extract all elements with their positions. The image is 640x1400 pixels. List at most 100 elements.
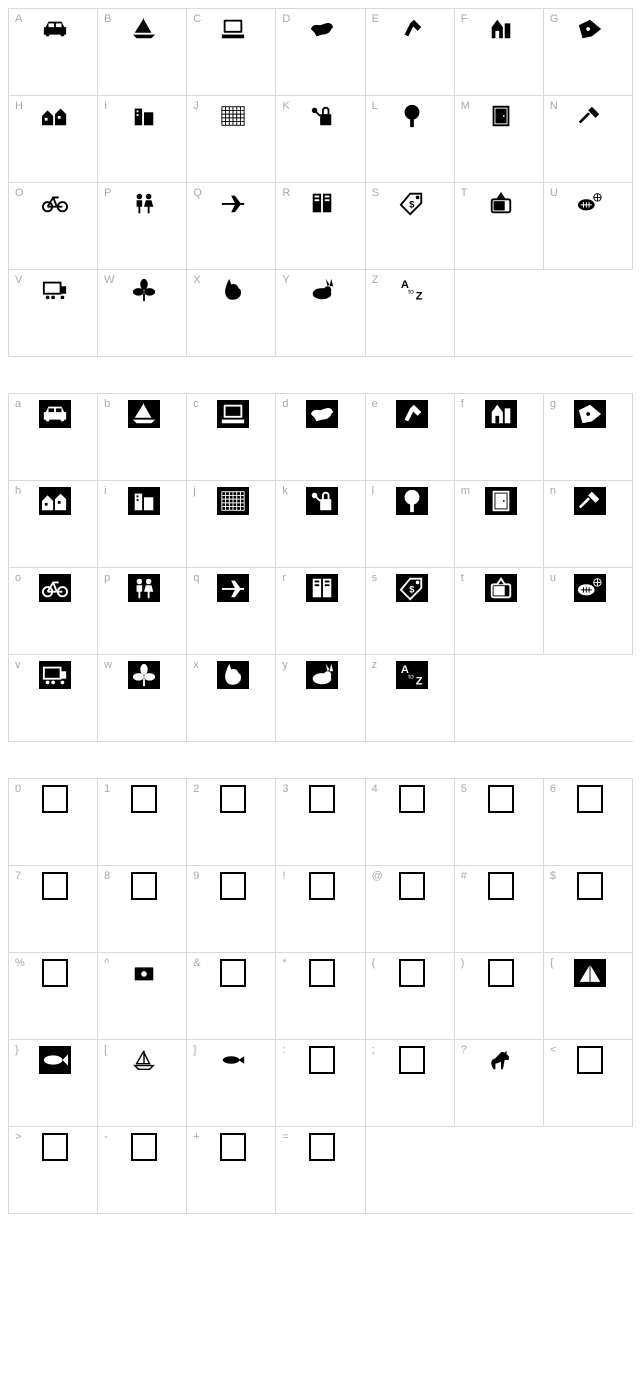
key-label: q [193, 572, 199, 584]
car-icon [35, 398, 75, 430]
key-label: L [372, 100, 378, 112]
glyph-cell: A [9, 9, 98, 96]
gavel-icon [570, 100, 610, 132]
glyph-cell: y [276, 655, 365, 742]
empty-icon [481, 870, 521, 902]
houses-icon [35, 485, 75, 517]
glyph-cell: T [455, 183, 544, 270]
glyph-cell: S$ [366, 183, 455, 270]
key-label: g [550, 398, 556, 410]
grid-icon [213, 100, 253, 132]
people-icon [124, 187, 164, 219]
empty-icon [302, 870, 342, 902]
houses-icon [35, 100, 75, 132]
glyph-cell: B [98, 9, 187, 96]
glyph-cell: m [455, 481, 544, 568]
key-label: o [15, 572, 21, 584]
empty-icon [35, 957, 75, 989]
truck-icon [35, 659, 75, 691]
key-label: ) [461, 957, 465, 969]
glyph-cell: h [9, 481, 98, 568]
glyph-cell: ! [276, 866, 365, 953]
glyph-cell: Y [276, 270, 365, 357]
glyph-cell: N [544, 96, 633, 183]
svg-text:$: $ [409, 585, 415, 595]
key-label: ; [372, 1044, 375, 1056]
glyph-cell: e [366, 394, 455, 481]
glyph-cell: l [366, 481, 455, 568]
glyph-cell: X [187, 270, 276, 357]
key-label: B [104, 13, 111, 25]
fan-icon [124, 274, 164, 306]
key-label: j [193, 485, 195, 497]
svg-text:Z: Z [415, 675, 422, 687]
empty-icon [35, 1131, 75, 1163]
key-label: 0 [15, 783, 21, 795]
key-label: I [104, 100, 107, 112]
tv-icon [481, 572, 521, 604]
key-label: e [372, 398, 378, 410]
empty-icon [570, 783, 610, 815]
rabbit-icon [302, 659, 342, 691]
buildings-icon [124, 100, 164, 132]
cat-icon [213, 274, 253, 306]
glyph-cell: P [98, 183, 187, 270]
glyph-cell: w [98, 655, 187, 742]
glyph-cell: g [544, 394, 633, 481]
empty-icon [124, 870, 164, 902]
price-tag-icon: $ [392, 572, 432, 604]
key-label: x [193, 659, 199, 671]
glyph-cell: a [9, 394, 98, 481]
tree-icon [392, 100, 432, 132]
empty-icon [302, 783, 342, 815]
dog-icon [302, 398, 342, 430]
key-label: 2 [193, 783, 199, 795]
glyph-cell: 9 [187, 866, 276, 953]
glyph-cell: & [187, 953, 276, 1040]
sailboat-icon [124, 13, 164, 45]
glyph-cell: J [187, 96, 276, 183]
key-label: 4 [372, 783, 378, 795]
key-label: b [104, 398, 110, 410]
key-label: E [372, 13, 379, 25]
barn-icon [481, 398, 521, 430]
key-label: d [282, 398, 288, 410]
key-label: Y [282, 274, 289, 286]
empty-icon [392, 783, 432, 815]
glyph-cell: 4 [366, 779, 455, 866]
key-label: F [461, 13, 468, 25]
key-label: c [193, 398, 199, 410]
glyph-cell: D [276, 9, 365, 96]
key-label: + [193, 1131, 199, 1143]
key-label: A [15, 13, 22, 25]
glyph-cell: C [187, 9, 276, 96]
key-label: a [15, 398, 21, 410]
glyph-cell: ^ [98, 953, 187, 1040]
glyph-cell: { [544, 953, 633, 1040]
sailboat-icon [124, 398, 164, 430]
glyph-cell: $ [544, 866, 633, 953]
key-label: K [282, 100, 289, 112]
key-label: f [461, 398, 464, 410]
fish-solid-icon [213, 1044, 253, 1076]
glyph-cell: K [276, 96, 365, 183]
glyph-cell: @ [366, 866, 455, 953]
glyph-cell: n [544, 481, 633, 568]
bicycle-icon [35, 187, 75, 219]
key-label: - [104, 1131, 108, 1143]
glyph-cell: r [276, 568, 365, 655]
glyph-cell: 6 [544, 779, 633, 866]
svg-text:$: $ [409, 200, 415, 210]
svg-text:to: to [408, 289, 414, 296]
key-label: ? [461, 1044, 467, 1056]
horse-icon [481, 1044, 521, 1076]
paint-tools-icon [392, 13, 432, 45]
key-label: R [282, 187, 290, 199]
key-label: z [372, 659, 378, 671]
glyph-cell: + [187, 1127, 276, 1214]
key-label: m [461, 485, 470, 497]
empty-icon [392, 1044, 432, 1076]
key-label: C [193, 13, 201, 25]
section-symbols: 0123456789!@#$%^&*(){}[]:;?<>-+= [8, 778, 633, 1214]
people-icon [124, 572, 164, 604]
